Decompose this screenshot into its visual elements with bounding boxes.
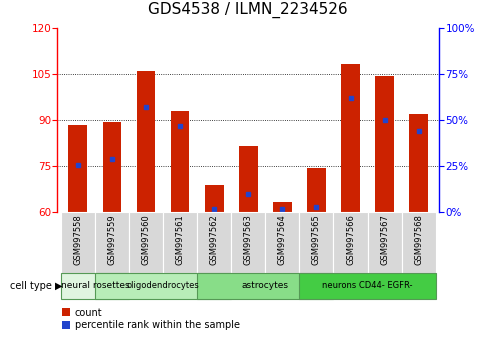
Bar xyxy=(239,147,257,212)
Text: cell type: cell type xyxy=(10,281,55,291)
Text: oligodendrocytes: oligodendrocytes xyxy=(127,281,200,290)
Bar xyxy=(231,212,265,273)
Bar xyxy=(402,212,436,273)
Text: GSM997567: GSM997567 xyxy=(380,214,389,265)
Bar xyxy=(68,125,87,212)
Text: GSM997561: GSM997561 xyxy=(176,214,185,265)
Bar xyxy=(368,212,402,273)
Bar xyxy=(205,185,224,212)
Bar xyxy=(103,122,121,212)
Text: GSM997566: GSM997566 xyxy=(346,214,355,265)
Bar xyxy=(129,212,163,273)
Bar xyxy=(95,273,231,299)
Legend: count, percentile rank within the sample: count, percentile rank within the sample xyxy=(62,308,240,330)
Bar xyxy=(307,168,326,212)
Bar xyxy=(171,111,190,212)
Text: ▶: ▶ xyxy=(55,281,62,291)
Bar xyxy=(163,212,197,273)
Bar xyxy=(197,212,231,273)
Text: GSM997560: GSM997560 xyxy=(142,214,151,265)
Bar xyxy=(95,212,129,273)
Text: astrocytes: astrocytes xyxy=(242,281,289,290)
Text: GDS4538 / ILMN_2234526: GDS4538 / ILMN_2234526 xyxy=(148,1,348,18)
Bar xyxy=(299,273,436,299)
Bar xyxy=(137,71,155,212)
Text: GSM997559: GSM997559 xyxy=(107,214,116,265)
Text: GSM997565: GSM997565 xyxy=(312,214,321,265)
Text: GSM997568: GSM997568 xyxy=(414,214,423,265)
Bar xyxy=(61,212,95,273)
Text: GSM997562: GSM997562 xyxy=(210,214,219,265)
Text: neural rosettes: neural rosettes xyxy=(60,281,129,290)
Bar xyxy=(197,273,333,299)
Bar xyxy=(61,273,129,299)
Text: neurons CD44- EGFR-: neurons CD44- EGFR- xyxy=(322,281,413,290)
Bar xyxy=(265,212,299,273)
Bar xyxy=(299,212,333,273)
Text: GSM997558: GSM997558 xyxy=(73,214,82,265)
Bar xyxy=(375,76,394,212)
Bar xyxy=(341,64,360,212)
Bar xyxy=(333,212,368,273)
Text: GSM997563: GSM997563 xyxy=(244,214,253,265)
Text: GSM997564: GSM997564 xyxy=(278,214,287,265)
Bar xyxy=(409,114,428,212)
Bar xyxy=(273,202,292,212)
